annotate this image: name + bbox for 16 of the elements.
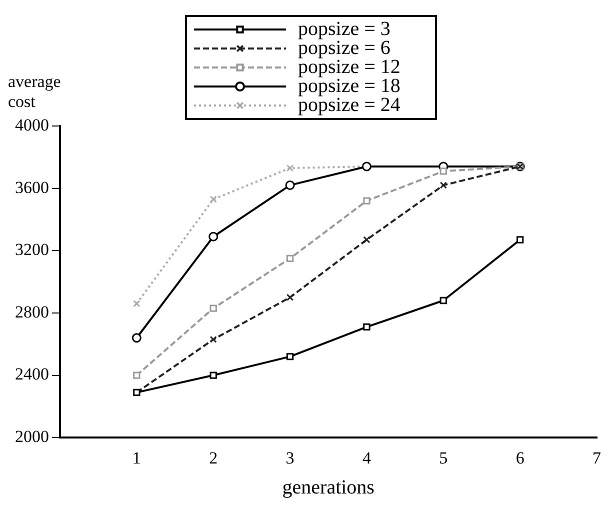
x-tick-label: 3 <box>286 448 294 468</box>
x-tick-label: 6 <box>516 448 524 468</box>
y-tick-label: 2000 <box>15 427 49 446</box>
x-tick-label: 4 <box>362 448 372 468</box>
y-tick-label: 4000 <box>15 115 49 134</box>
y-tick-label: 3200 <box>15 240 49 260</box>
y-tick-label: 3600 <box>15 178 49 197</box>
x-tick-label: 2 <box>209 448 218 468</box>
legend-label: popsize = 3 <box>298 18 390 40</box>
x-tick-label: 1 <box>132 448 141 468</box>
y-axis-title: average cost <box>8 72 62 112</box>
x-tick-label: 7 <box>592 448 602 468</box>
x-axis-title: generations <box>282 476 375 498</box>
y-tick-label: 2800 <box>15 302 49 322</box>
y-tick-label: 2400 <box>15 364 49 384</box>
x-tick-label: 5 <box>439 448 448 468</box>
